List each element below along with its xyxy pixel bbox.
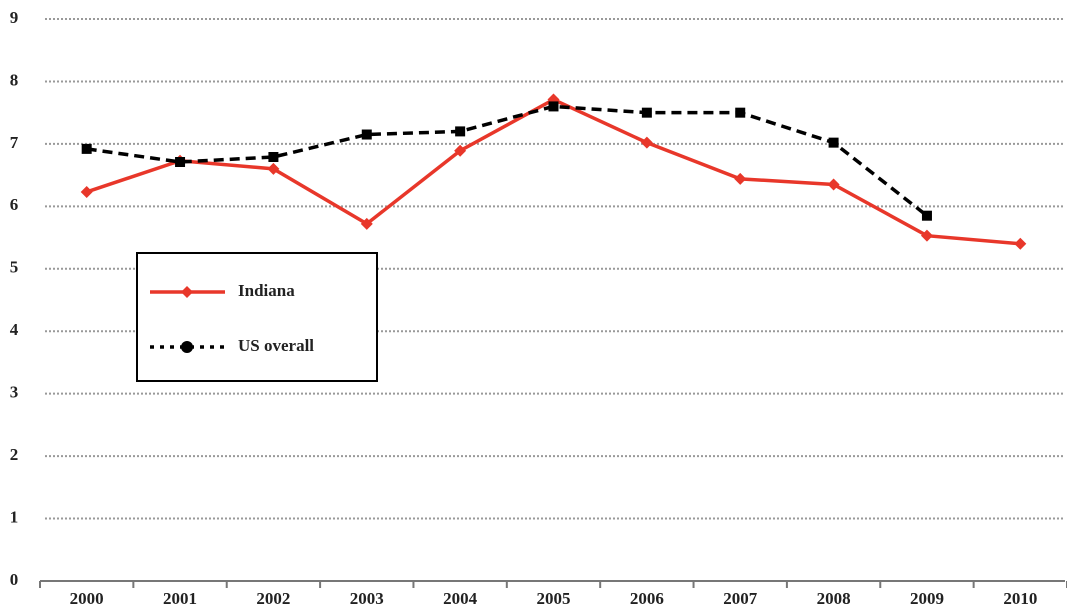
point-marker xyxy=(1014,237,1027,250)
x-tick-label: 2003 xyxy=(350,589,384,608)
y-tick-label: 1 xyxy=(10,507,19,526)
y-tick-label: 2 xyxy=(10,445,19,464)
y-tick-label: 3 xyxy=(10,383,19,402)
legend-marker xyxy=(181,341,193,353)
x-tick-label: 2001 xyxy=(163,589,197,608)
legend-box xyxy=(136,252,378,382)
y-tick-label: 9 xyxy=(10,8,19,27)
series-line xyxy=(86,97,1021,246)
x-tick-label: 2009 xyxy=(910,589,944,608)
x-tick-label: 2004 xyxy=(443,589,478,608)
point-marker xyxy=(548,101,559,112)
y-tick-label: 6 xyxy=(10,195,19,214)
y-tick-label: 8 xyxy=(10,70,19,89)
point-marker xyxy=(455,126,466,137)
point-marker xyxy=(175,156,186,167)
point-marker xyxy=(640,136,653,149)
y-tick-label: 4 xyxy=(10,320,19,339)
point-marker xyxy=(80,185,93,198)
x-tick-label: 2007 xyxy=(723,589,758,608)
point-marker xyxy=(735,107,746,118)
point-marker xyxy=(81,143,92,154)
y-tick-label: 7 xyxy=(10,133,19,152)
y-tick-label: 5 xyxy=(10,258,19,277)
point-marker xyxy=(454,144,467,157)
legend-label: Indiana xyxy=(238,281,295,300)
x-tick-label: 2002 xyxy=(256,589,290,608)
point-marker xyxy=(268,152,279,163)
legend-label: US overall xyxy=(238,336,314,355)
point-marker xyxy=(827,178,840,191)
point-marker xyxy=(641,107,652,118)
point-marker xyxy=(267,162,280,175)
point-marker xyxy=(360,217,373,230)
point-marker xyxy=(920,229,933,242)
series-line xyxy=(86,104,929,218)
x-tick-label: 2005 xyxy=(537,589,571,608)
point-marker xyxy=(734,172,747,185)
point-marker xyxy=(921,210,932,221)
point-marker xyxy=(828,137,839,148)
x-tick-label: 2008 xyxy=(817,589,851,608)
point-marker xyxy=(361,129,372,140)
y-tick-label: 0 xyxy=(10,570,19,589)
x-tick-label: 2000 xyxy=(70,589,104,608)
x-tick-label: 2006 xyxy=(630,589,664,608)
point-marker xyxy=(181,286,193,298)
x-tick-label: 2010 xyxy=(1003,589,1037,608)
